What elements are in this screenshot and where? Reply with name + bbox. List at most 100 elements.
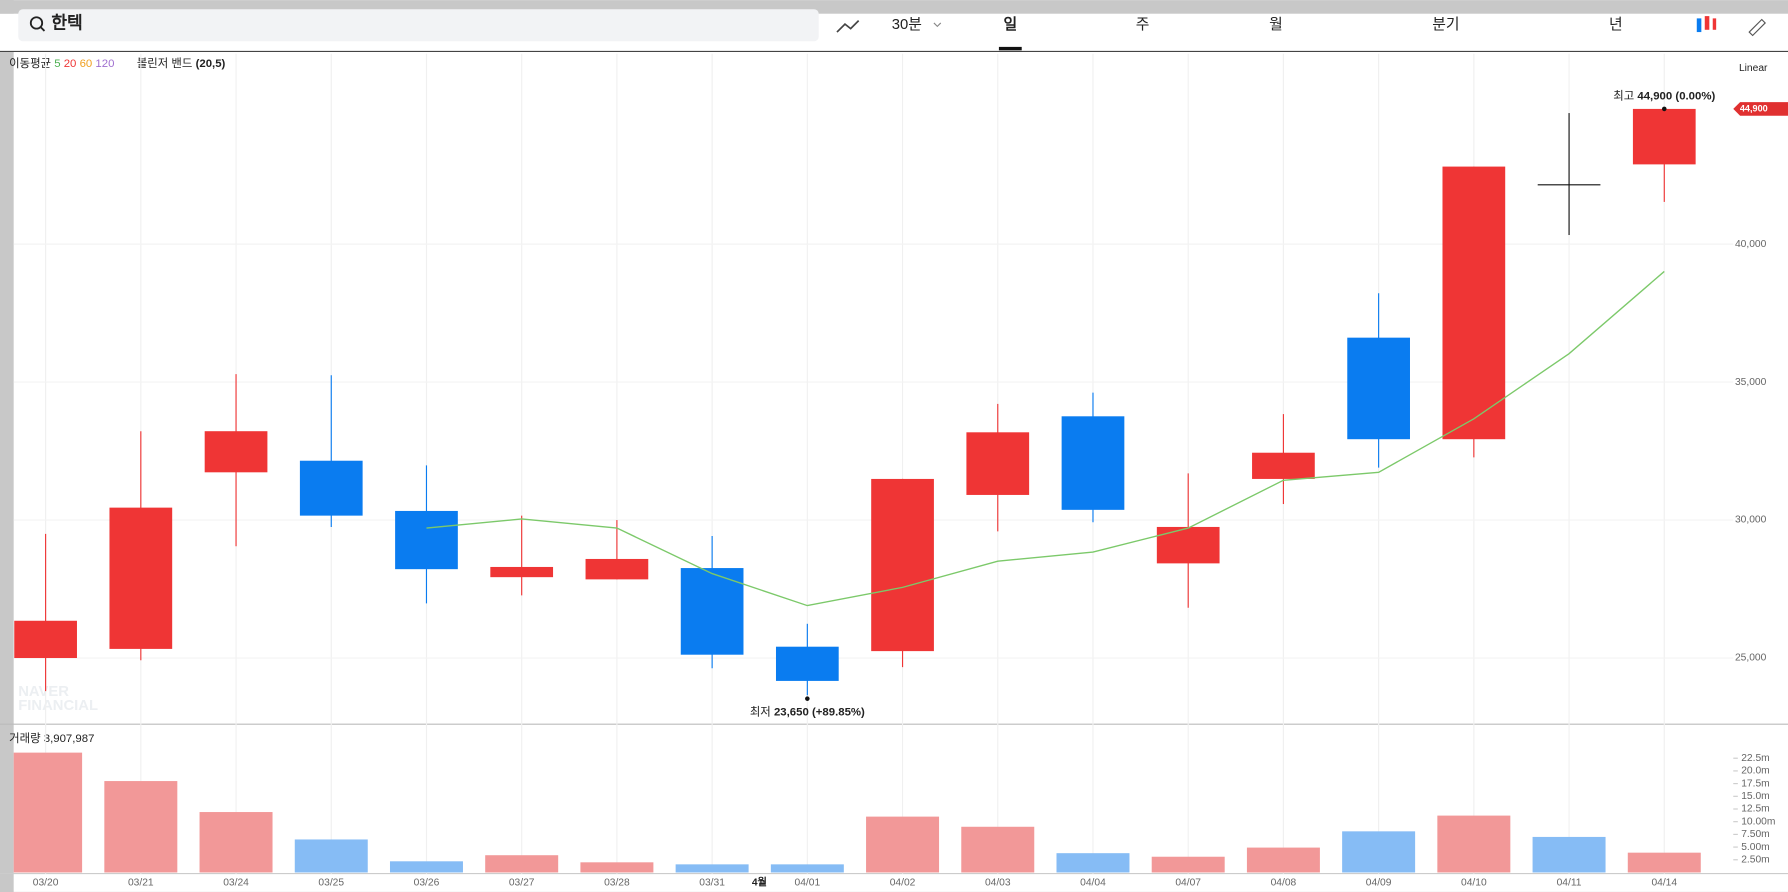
volume-title: 거래량 [9,732,41,745]
min-label: 최저 [750,705,771,718]
watermark: NAVER [18,684,69,700]
ma-period: 20 [64,58,77,70]
volume-bar [104,781,178,873]
y-tick-label: 17.5m [1741,778,1770,789]
x-tick-label: 04/02 [890,877,916,888]
x-tick-label: 04/09 [1366,877,1392,888]
chart-type-icon[interactable] [1704,16,1710,30]
max-annotation: 최고 44,900 (0.00%) [1613,89,1715,102]
x-tick-label: 04/04 [1080,877,1106,888]
period-tab[interactable]: 일 [1003,16,1017,33]
x-tick-label: 04/01 [795,877,821,888]
candle-body [490,566,554,578]
candle-body [1347,337,1410,440]
y-tick-label: 20.0m [1741,766,1770,777]
volume-bar [1532,836,1606,873]
x-tick-label: 04/10 [1461,877,1487,888]
volume-bar [389,861,463,873]
x-tick-label: 03/31 [699,877,725,888]
bb-label: 볼린저 밴드 [137,57,193,70]
volume-bar [1437,815,1511,873]
period-tab[interactable]: 분기 [1432,16,1459,33]
max-marker [1661,106,1667,112]
x-tick-label: 04/11 [1557,877,1582,888]
candle-body [395,510,458,570]
y-tick-label: 7.50m [1741,829,1770,840]
x-tick-label: 03/21 [128,877,154,888]
period-tab[interactable]: 년 [1609,16,1623,33]
x-tick-label: 03/28 [604,877,630,888]
draw-icon[interactable] [1748,18,1767,37]
indicator-icon[interactable] [836,20,860,33]
y-tick-label: 10.00m [1741,816,1775,827]
max-value: 44,900 (0.00%) [1637,90,1715,102]
ma-period: 5 [54,58,60,70]
volume-bar [1056,853,1130,873]
candle-body [1061,416,1125,510]
min-annotation: 최저 23,650 (+89.85%) [750,705,865,718]
volume-bar [13,752,83,873]
volume-bar [961,826,1035,873]
moving-average [426,270,1665,607]
y-tick-label: 40,000 [1735,239,1767,250]
ma-period: 120 [95,58,114,70]
x-tick-label: 04/14 [1651,877,1677,888]
candle-body [204,431,268,473]
last-price-tag [1733,102,1788,116]
min-value: 23,650 (+89.85%) [774,706,865,718]
y-tick-label: 25,000 [1735,653,1767,664]
ma-legend: 이동평균 5 20 60 120 [9,57,114,70]
volume-bar [1627,852,1701,873]
candle-body [299,460,363,516]
min-marker [805,696,810,701]
x-tick-label: 03/24 [223,877,249,888]
ma-label: 이동평균 [9,57,51,70]
candle-body [585,558,649,580]
x-tick-label: 03/25 [318,877,344,888]
interval-select[interactable]: 30분 [892,17,922,33]
x-tick-label: 04/03 [985,877,1011,888]
volume-bar [580,862,654,873]
volume-bar [485,855,559,873]
chart-type-icon[interactable] [1696,18,1702,33]
period-tab[interactable]: 월 [1269,16,1283,33]
volume-bar [1151,856,1225,873]
x-tick-label: 04/08 [1271,877,1297,888]
bb-legend: 볼린저 밴드 (20,5) [137,57,226,70]
y-tick-label: 35,000 [1735,377,1767,388]
candle-body [680,568,744,655]
y-tick-label: 2.50m [1741,854,1770,865]
period-tab[interactable]: 주 [1136,17,1150,33]
watermark: FINANCIAL [18,698,98,714]
volume-bar [199,812,273,873]
y-tick-label: 22.5m [1741,753,1770,764]
chart-type-icon[interactable] [1712,18,1717,30]
chart-panel [13,0,1788,892]
y-tick-label: 15.0m [1741,791,1770,802]
volume-bar [1246,847,1320,873]
candle-body [14,620,77,659]
candle-body [1442,166,1506,440]
x-tick-label: 03/20 [33,877,59,888]
volume-bar [1342,831,1416,873]
max-label: 최고 [1613,89,1634,102]
search-icon [29,16,44,30]
volume-bar [675,864,749,873]
y-tick-label: 12.5m [1741,804,1770,815]
tab-underline [998,46,1022,51]
search-icon [40,26,46,32]
search-text[interactable]: 한텍 [51,14,82,33]
x-tick-label: 03/27 [509,877,535,888]
volume-bar [294,839,368,873]
candle-body [966,432,1030,495]
x-tick-label: 03/26 [414,877,440,888]
volume-last: 3,907,987 [44,733,95,745]
candle-body [1156,526,1220,564]
y-tick-label: 5.00m [1741,842,1770,853]
y-tick-label: 30,000 [1735,515,1767,526]
volume-bar [770,864,844,873]
search-box[interactable] [18,9,819,42]
scale-mode[interactable]: Linear [1739,63,1768,74]
